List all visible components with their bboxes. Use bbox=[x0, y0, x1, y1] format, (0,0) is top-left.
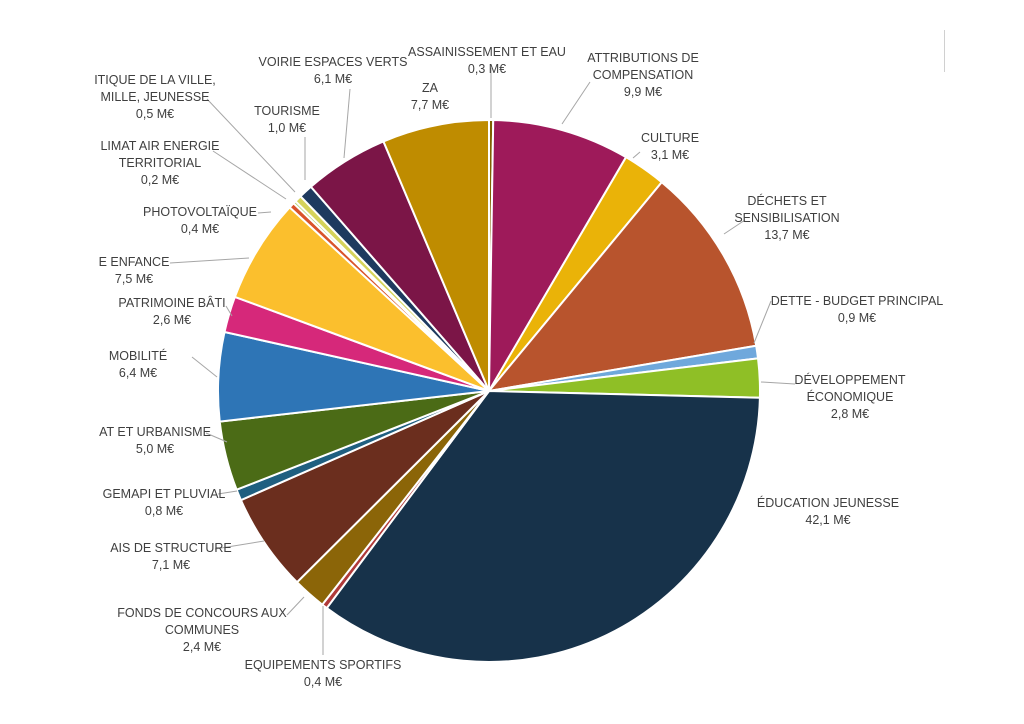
slice-label: TOURISME 1,0 M€ bbox=[254, 104, 320, 135]
pie-slices bbox=[217, 118, 761, 663]
slice-label: AIS DE STRUCTURE 7,1 M€ bbox=[110, 541, 232, 572]
slice-value-label: 0,8 M€ bbox=[145, 504, 183, 518]
slice-name-label: VOIRIE ESPACES VERTS bbox=[259, 55, 408, 69]
pie-slice bbox=[325, 389, 761, 663]
leader-line bbox=[723, 219, 746, 235]
slice-name-label: AIS DE STRUCTURE bbox=[110, 541, 232, 555]
slice-name-label: TERRITORIAL bbox=[119, 156, 201, 170]
leader-line bbox=[753, 300, 772, 344]
slice-name-label: COMPENSATION bbox=[593, 68, 693, 82]
slice-value-label: 13,7 M€ bbox=[764, 228, 809, 242]
slice-name-label: MILLE, JEUNESSE bbox=[100, 90, 209, 104]
slice-labels: ASSAINISSEMENT ET EAU 0,3 M€ ATTRIBUTIONS … bbox=[94, 45, 943, 689]
slice-label: GEMAPI ET PLUVIAL 0,8 M€ bbox=[103, 487, 226, 518]
slice-name-label: ATTRIBUTIONS DE bbox=[587, 51, 699, 65]
leader-line bbox=[257, 211, 272, 214]
leader-line bbox=[561, 81, 591, 125]
leader-line bbox=[217, 490, 238, 495]
slice-name-label: TOURISME bbox=[254, 104, 320, 118]
slice-name-label: ÉCONOMIQUE bbox=[807, 389, 894, 404]
slice-label: PHOTOVOLTAÏQUE 0,4 M€ bbox=[143, 205, 257, 236]
slice-name-label: AT ET URBANISME bbox=[99, 425, 211, 439]
slice-value-label: 0,2 M€ bbox=[141, 173, 179, 187]
slice-label: ATTRIBUTIONS DE COMPENSATION 9,9 M€ bbox=[587, 51, 699, 99]
slice-value-label: 5,0 M€ bbox=[136, 442, 174, 456]
slice-value-label: 0,3 M€ bbox=[468, 62, 506, 76]
slice-value-label: 0,5 M€ bbox=[136, 107, 174, 121]
slice-label: FONDS DE CONCOURS AUX COMMUNES 2,4 M€ bbox=[117, 606, 287, 654]
slice-label: E ENFANCE 7,5 M€ bbox=[99, 255, 170, 286]
slice-label: PATRIMOINE BÂTI 2,6 M€ bbox=[118, 295, 225, 327]
slice-label: DÉCHETS ET SENSIBILISATION 13,7 M€ bbox=[734, 193, 839, 242]
slice-name-label: SENSIBILISATION bbox=[734, 211, 839, 225]
window-edge-divider bbox=[944, 30, 945, 72]
slice-label: ÉDUCATION JEUNESSE 42,1 M€ bbox=[757, 495, 899, 527]
slice-label: VOIRIE ESPACES VERTS 6,1 M€ bbox=[259, 55, 408, 86]
slice-value-label: 0,9 M€ bbox=[838, 311, 876, 325]
slice-name-label: LIMAT AIR ENERGIE bbox=[100, 139, 219, 153]
slice-value-label: 6,4 M€ bbox=[119, 366, 157, 380]
slice-value-label: 1,0 M€ bbox=[268, 121, 306, 135]
slice-label: AT ET URBANISME 5,0 M€ bbox=[99, 425, 211, 456]
slice-label: ASSAINISSEMENT ET EAU 0,3 M€ bbox=[408, 45, 566, 76]
slice-value-label: 3,1 M€ bbox=[651, 148, 689, 162]
pie-slice bbox=[486, 180, 758, 393]
leader-line bbox=[214, 540, 265, 550]
slice-label: EQUIPEMENTS SPORTIFS 0,4 M€ bbox=[245, 658, 402, 689]
leader-lines bbox=[169, 68, 796, 655]
leader-line bbox=[191, 356, 218, 378]
leader-line bbox=[212, 150, 287, 200]
leader-line bbox=[205, 432, 228, 443]
slice-value-label: 0,4 M€ bbox=[304, 675, 342, 689]
slice-label: ITIQUE DE LA VILLE, MILLE, JEUNESSE 0,5 M€ bbox=[94, 73, 216, 121]
slice-name-label: COMMUNES bbox=[165, 623, 239, 637]
slice-name-label: ZA bbox=[422, 81, 439, 95]
slice-value-label: 2,8 M€ bbox=[831, 407, 869, 421]
slice-value-label: 7,7 M€ bbox=[411, 98, 449, 112]
slice-value-label: 9,9 M€ bbox=[624, 85, 662, 99]
slice-label: LIMAT AIR ENERGIE TERRITORIAL 0,2 M€ bbox=[100, 139, 219, 187]
slice-value-label: 7,5 M€ bbox=[115, 272, 153, 286]
pie-slice bbox=[382, 118, 490, 392]
slice-name-label: ITIQUE DE LA VILLE, bbox=[94, 73, 216, 87]
slice-value-label: 6,1 M€ bbox=[314, 72, 352, 86]
leader-line bbox=[343, 88, 351, 159]
slice-value-label: 0,4 M€ bbox=[181, 222, 219, 236]
slice-name-label: DETTE - BUDGET PRINCIPAL bbox=[771, 294, 944, 308]
slice-name-label: PATRIMOINE BÂTI bbox=[118, 295, 225, 310]
slice-label: ZA 7,7 M€ bbox=[411, 81, 449, 112]
leader-line bbox=[206, 98, 296, 193]
slice-name-label: FONDS DE CONCOURS AUX bbox=[117, 606, 287, 620]
slice-name-label: GEMAPI ET PLUVIAL bbox=[103, 487, 226, 501]
slice-name-label: ÉDUCATION JEUNESSE bbox=[757, 495, 899, 510]
slice-name-label: EQUIPEMENTS SPORTIFS bbox=[245, 658, 402, 672]
slice-label: DETTE - BUDGET PRINCIPAL 0,9 M€ bbox=[771, 294, 944, 325]
slice-value-label: 7,1 M€ bbox=[152, 558, 190, 572]
slice-name-label: DÉVELOPPEMENT bbox=[794, 372, 906, 387]
pie-slice bbox=[487, 119, 628, 395]
slice-label: MOBILITÉ 6,4 M€ bbox=[109, 348, 167, 380]
slice-value-label: 2,4 M€ bbox=[183, 640, 221, 654]
leader-line bbox=[286, 596, 305, 616]
slice-name-label: PHOTOVOLTAÏQUE bbox=[143, 205, 257, 219]
leader-line bbox=[169, 257, 250, 264]
slice-name-label: E ENFANCE bbox=[99, 255, 170, 269]
slice-value-label: 2,6 M€ bbox=[153, 313, 191, 327]
slice-value-label: 42,1 M€ bbox=[805, 513, 850, 527]
leader-line bbox=[225, 305, 233, 317]
slice-name-label: ASSAINISSEMENT ET EAU bbox=[408, 45, 566, 59]
slice-name-label: DÉCHETS ET bbox=[747, 193, 827, 208]
slice-label: DÉVELOPPEMENT ÉCONOMIQUE 2,8 M€ bbox=[794, 372, 906, 421]
leader-line bbox=[632, 151, 641, 159]
slice-name-label: CULTURE bbox=[641, 131, 699, 145]
leader-line bbox=[760, 381, 796, 385]
slice-name-label: MOBILITÉ bbox=[109, 348, 167, 363]
slice-label: CULTURE 3,1 M€ bbox=[641, 131, 699, 162]
